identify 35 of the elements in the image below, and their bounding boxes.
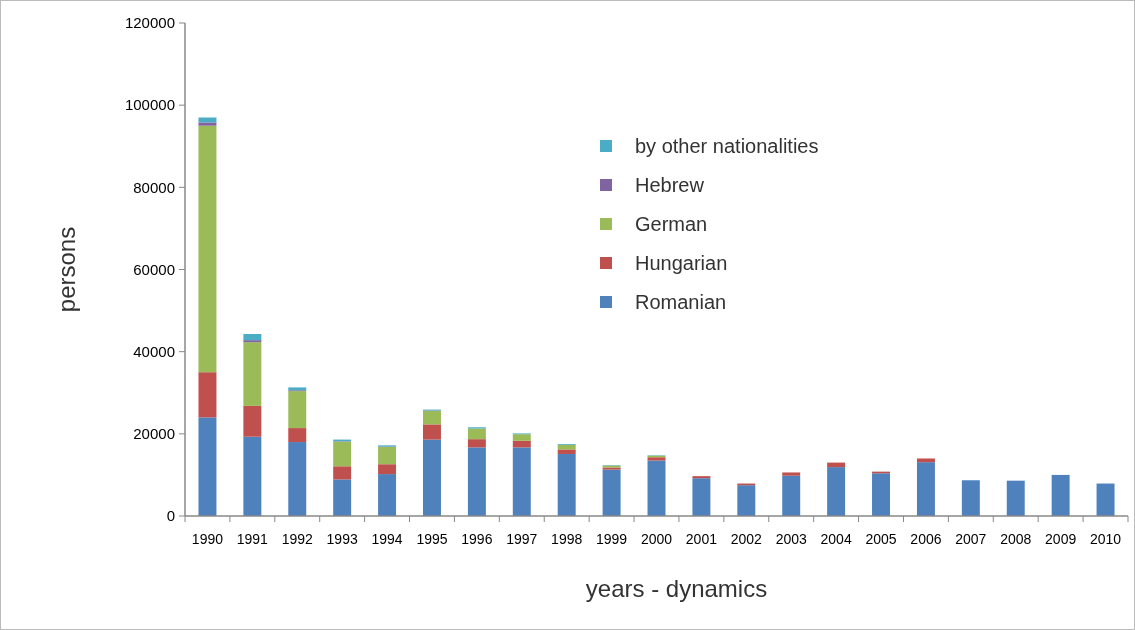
x-tick-label: 1997 [506,531,538,547]
x-tick-label: 1993 [326,531,358,547]
x-tick-label: 2005 [865,531,897,547]
x-tick-label: 2010 [1089,531,1122,547]
y-tick-label: 80000 [133,178,175,196]
legend-label: Romanian [635,291,727,313]
x-tick-label: 2001 [685,531,718,547]
y-tick-label: 100000 [124,96,175,114]
x-axis-title: years - dynamics [585,575,768,602]
y-tick-label: 0 [166,507,175,525]
x-tick-label: 1998 [551,531,583,547]
x-tick-label: 2002 [730,531,763,547]
legend-label: Hungarian [635,252,728,274]
legend-label: by other nationalities [635,135,819,157]
x-tick-label: 1990 [191,531,224,547]
x-tick-label: 1999 [596,531,628,547]
x-tick-label: 2003 [775,531,807,547]
y-tick-label: 20000 [133,425,175,443]
y-tick-label: 60000 [133,260,175,278]
y-axis-title: persons [53,226,80,313]
x-tick-label: 2006 [910,531,942,547]
x-tick-label: 1992 [281,531,314,547]
y-tick-label: 120000 [124,14,175,32]
x-tick-label: 1991 [236,531,269,547]
y-tick-label: 40000 [133,342,175,360]
x-tick-label: 2008 [1000,531,1032,547]
x-tick-label: 1994 [371,531,403,547]
x-tick-label: 1995 [416,531,448,547]
x-tick-label: 1996 [461,531,493,547]
x-tick-label: 2007 [955,531,987,547]
legend-label: Hebrew [635,174,705,196]
legend-label: German [635,213,708,235]
x-tick-label: 2000 [640,531,673,547]
x-tick-label: 2004 [820,531,852,547]
x-tick-label: 2009 [1045,531,1077,547]
